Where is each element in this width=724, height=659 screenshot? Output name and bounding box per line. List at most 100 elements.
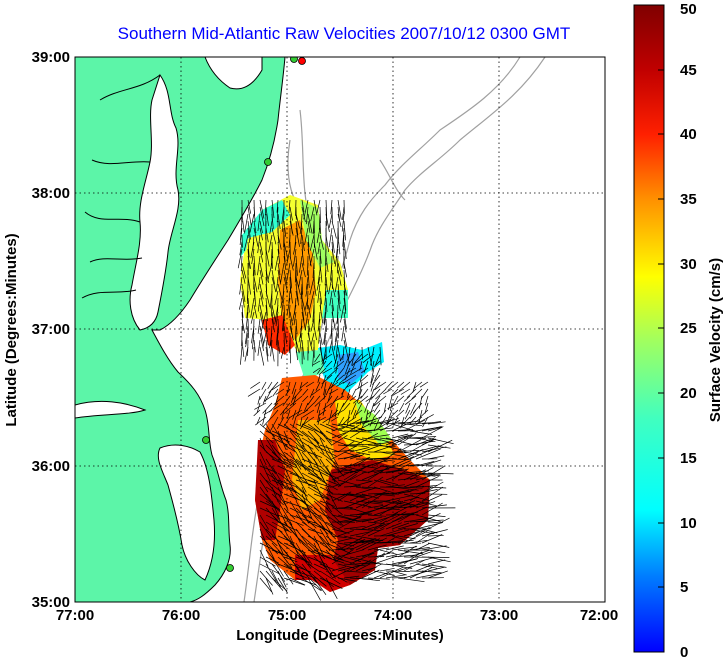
velocity-vector <box>343 437 362 444</box>
grid-lines <box>75 57 605 602</box>
velocity-vector <box>322 367 333 374</box>
y-axis-ticks: 35:00 36:00 37:00 38:00 39:00 <box>32 49 70 611</box>
velocity-vector <box>265 556 279 564</box>
velocity-vector <box>331 469 353 474</box>
velocity-vector <box>349 457 369 467</box>
velocity-vector <box>391 462 412 474</box>
velocity-vector <box>319 332 323 345</box>
velocity-vector <box>295 220 299 236</box>
velocity-vector <box>277 528 291 542</box>
velocity-vector <box>240 255 243 272</box>
velocity-vector <box>274 290 279 306</box>
velocity-vector <box>409 556 436 565</box>
velocity-vector <box>346 388 351 399</box>
velocity-vector <box>259 549 269 567</box>
velocity-vector <box>299 381 309 389</box>
velocity-vector <box>391 421 413 432</box>
velocity-vector <box>321 353 333 362</box>
velocity-vector <box>329 290 333 306</box>
velocity-vector <box>421 556 450 558</box>
velocity-vector <box>271 479 297 492</box>
velocity-vector <box>379 500 402 505</box>
velocity-vector <box>374 367 381 382</box>
velocity-vector <box>355 535 384 542</box>
velocity-vector <box>295 290 300 306</box>
velocity-vector <box>259 304 264 322</box>
velocity-vector <box>265 339 269 357</box>
velocity-vector <box>427 494 443 502</box>
velocity-vector <box>337 492 351 502</box>
velocity-vector <box>409 528 427 537</box>
velocity-vector <box>259 486 272 504</box>
velocity-vector <box>355 563 371 572</box>
velocity-vector <box>288 339 291 354</box>
velocity-vector <box>319 507 334 527</box>
velocity-vector <box>419 381 429 388</box>
velocity-vector <box>368 388 375 404</box>
velocity-vector <box>403 470 429 474</box>
velocity-vector <box>300 283 303 300</box>
velocity-vector <box>343 563 366 567</box>
velocity-vector <box>289 465 302 480</box>
velocity-vector <box>355 353 369 364</box>
velocity-vector <box>331 446 356 460</box>
velocity-vector <box>409 547 430 551</box>
velocity-vector <box>259 521 272 539</box>
velocity-vector <box>267 262 273 282</box>
velocity-vector <box>307 570 327 587</box>
velocity-vector <box>355 456 371 467</box>
velocity-vector <box>290 388 297 403</box>
velocity-vector <box>355 528 381 531</box>
velocity-vector <box>361 569 380 579</box>
velocity-vector <box>259 388 267 400</box>
velocity-vector <box>301 416 315 426</box>
velocity-vector <box>298 269 303 288</box>
velocity-vector <box>295 507 308 519</box>
velocity-vector <box>397 566 412 572</box>
velocity-vector <box>337 515 362 530</box>
velocity-vector <box>251 332 255 350</box>
velocity-vector <box>427 421 446 425</box>
velocity-vector <box>343 556 361 562</box>
velocity-vector <box>349 360 357 376</box>
velocity-vector <box>415 489 438 495</box>
velocity-vector <box>288 409 303 419</box>
velocity-vector <box>247 220 251 240</box>
velocity-vector <box>370 346 375 366</box>
velocity-vector <box>275 395 279 406</box>
velocity-vector <box>331 507 357 510</box>
velocity-vector <box>385 472 405 481</box>
velocity-vector <box>337 199 342 220</box>
velocity-vector <box>289 479 306 494</box>
velocity-vector <box>310 318 315 332</box>
velocity-vector <box>355 538 380 551</box>
velocity-vector <box>397 577 425 583</box>
velocity-vector <box>397 433 417 446</box>
velocity-vector <box>257 395 261 405</box>
velocity-vector <box>373 381 381 391</box>
velocity-vector <box>271 318 275 333</box>
velocity-vector <box>379 549 397 555</box>
velocity-vector <box>325 430 341 439</box>
velocity-vector <box>292 388 303 400</box>
velocity-vector <box>331 409 339 417</box>
velocity-vector <box>349 395 357 402</box>
velocity-vector <box>415 526 430 537</box>
velocity-vector <box>335 339 339 358</box>
velocity-vector <box>409 430 433 435</box>
velocity-vector <box>373 416 381 432</box>
velocity-vector <box>289 577 306 586</box>
velocity-vector <box>367 505 384 509</box>
velocity-vector <box>289 430 306 452</box>
velocity-vector <box>350 367 363 375</box>
velocity-vector <box>283 220 287 237</box>
velocity-vector <box>250 241 255 259</box>
velocity-vector <box>361 444 382 453</box>
velocity-vector <box>262 416 273 428</box>
velocity-vector <box>367 563 383 572</box>
y-tick-label: 35:00 <box>32 594 70 611</box>
velocity-vector <box>289 507 313 520</box>
velocity-vector <box>304 227 309 246</box>
velocity-vector <box>421 529 448 537</box>
velocity-vector <box>247 297 250 313</box>
